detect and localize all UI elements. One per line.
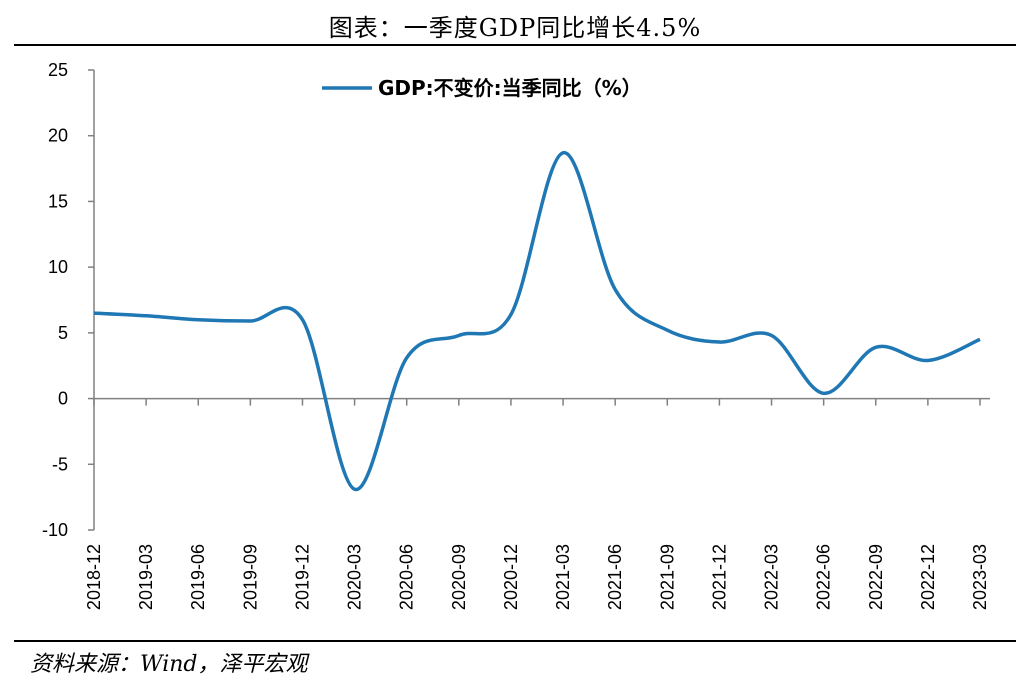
x-tick-label: 2020-03 [345, 544, 365, 610]
chart-axes [88, 69, 990, 531]
source-note: 资料来源：Wind，泽平宏观 [30, 652, 308, 677]
x-tick-label: 2021-09 [657, 544, 677, 610]
bottom-rule [14, 640, 1016, 642]
x-tick-label: 2018-12 [84, 544, 104, 610]
x-tick-label: 2023-03 [970, 544, 990, 610]
x-tick-label: 2019-06 [188, 544, 208, 610]
x-tick-label: 2022-06 [814, 544, 834, 610]
legend-label: GDP:不变价:当季同比（%） [378, 76, 642, 100]
legend: GDP:不变价:当季同比（%） [322, 76, 642, 100]
y-tick-label: -10 [42, 520, 68, 540]
x-tick-label: 2022-03 [762, 544, 782, 610]
y-axis-labels: -10 -5 0 5 10 15 20 25 [42, 60, 68, 540]
x-tick-label: 2020-09 [449, 544, 469, 610]
x-tick-label: 2021-06 [605, 544, 625, 610]
x-tick-label: 2020-12 [501, 544, 521, 610]
y-tick-label: -5 [52, 454, 68, 474]
y-tick-label: 25 [48, 60, 68, 80]
x-tick-label: 2021-03 [553, 544, 573, 610]
x-tick-label: 2019-03 [136, 544, 156, 610]
y-tick-label: 15 [48, 191, 68, 211]
x-tick-label: 2021-12 [709, 544, 729, 610]
x-tick-label: 2022-12 [918, 544, 938, 610]
x-axis-labels: 2018-12 2019-03 2019-06 2019-09 2019-12 2020-… [84, 544, 990, 610]
gdp-series-line [93, 151, 981, 492]
y-tick-label: 20 [48, 126, 68, 146]
chart-title: 图表：一季度GDP同比增长4.5% [328, 14, 702, 42]
y-tick-label: 10 [48, 257, 68, 277]
x-tick-label: 2019-09 [240, 544, 260, 610]
x-tick-label: 2020-06 [397, 544, 417, 610]
y-tick-label: 0 [58, 389, 68, 409]
y-tick-label: 5 [58, 323, 68, 343]
x-tick-label: 2019-12 [292, 544, 312, 610]
top-rule [14, 44, 1016, 46]
x-tick-label: 2022-09 [866, 544, 886, 610]
